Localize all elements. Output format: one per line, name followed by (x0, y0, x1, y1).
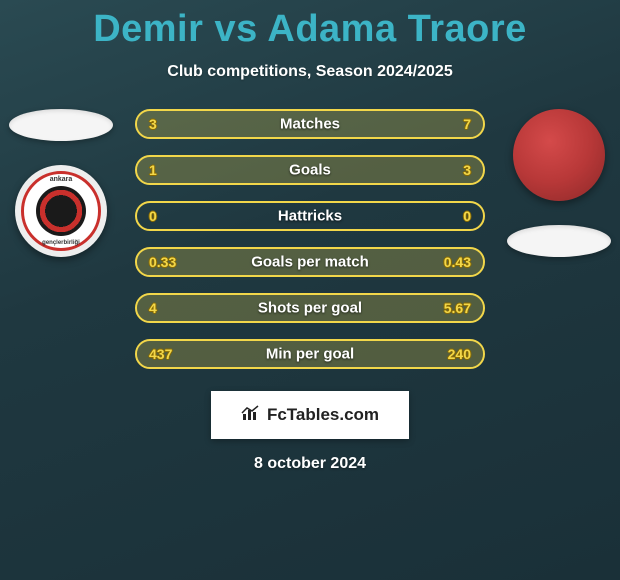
stat-value-left: 0.33 (149, 254, 176, 270)
page-title: Demir vs Adama Traore (0, 0, 620, 51)
left-player-column: ankara gençlerbirliği (6, 109, 116, 257)
left-name-oval (9, 109, 113, 141)
stat-value-right: 3 (463, 162, 471, 178)
right-player-photo (513, 109, 605, 201)
stat-row: 0 0 Hattricks (135, 201, 485, 231)
brand-text: FcTables.com (267, 405, 379, 425)
stat-value-right: 7 (463, 116, 471, 132)
right-name-oval (507, 225, 611, 257)
stat-label: Shots per goal (258, 300, 362, 317)
stat-value-left: 4 (149, 300, 157, 316)
stat-label: Hattricks (278, 208, 342, 225)
stat-label: Min per goal (266, 346, 354, 363)
stat-row: 4 5.67 Shots per goal (135, 293, 485, 323)
stat-fill-right (224, 157, 484, 183)
right-player-column (504, 109, 614, 257)
chart-icon (241, 405, 261, 426)
stat-value-right: 5.67 (444, 300, 471, 316)
subtitle: Club competitions, Season 2024/2025 (0, 63, 620, 81)
stat-row: 3 7 Matches (135, 109, 485, 139)
stat-value-left: 3 (149, 116, 157, 132)
stats-list: 3 7 Matches 1 3 Goals 0 0 Hattricks 0.33 0.43 Goals… (135, 109, 485, 369)
stat-row: 1 3 Goals (135, 155, 485, 185)
stat-row: 437 240 Min per goal (135, 339, 485, 369)
stat-value-left: 437 (149, 346, 172, 362)
stat-label: Goals (289, 162, 331, 179)
stat-fill-right (241, 111, 483, 137)
date-text: 8 october 2024 (0, 455, 620, 473)
comparison-area: ankara gençlerbirliği 37Matches13Goals00… (0, 109, 620, 369)
stat-row: 0.33 0.43 Goals per match (135, 247, 485, 277)
stat-label: Goals per match (251, 254, 369, 271)
brand-box: FcTables.com (211, 391, 409, 439)
stat-value-right: 0.43 (444, 254, 471, 270)
stat-value-left: 1 (149, 162, 157, 178)
stat-value-left: 0 (149, 208, 157, 224)
left-club-crest: ankara gençlerbirliği (15, 165, 107, 257)
stat-value-right: 240 (448, 346, 471, 362)
stat-label: Matches (280, 116, 340, 133)
stat-value-right: 0 (463, 208, 471, 224)
